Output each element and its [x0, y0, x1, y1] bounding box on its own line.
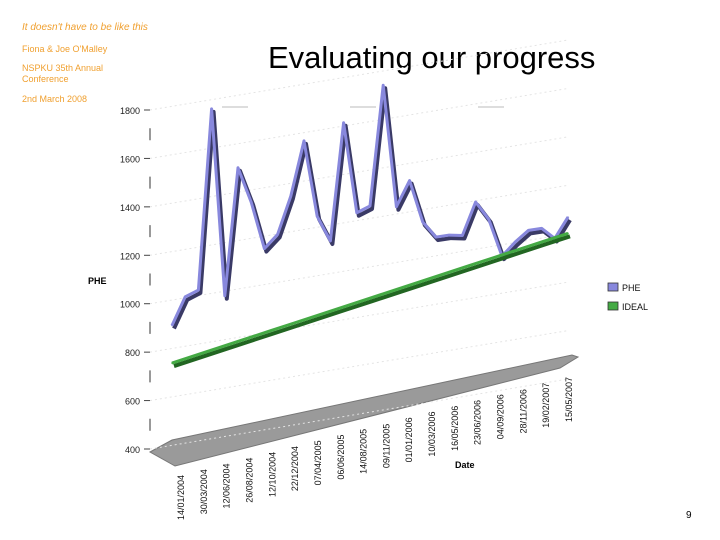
gridline [149, 378, 569, 450]
gridline [149, 233, 569, 305]
data-point-phe [461, 234, 464, 237]
data-point-phe [395, 205, 398, 208]
data-point-phe [448, 234, 451, 236]
data-point-phe [210, 108, 213, 110]
y-tick-label: 1200 [120, 251, 140, 261]
x-tick-label: 28/11/2006 [518, 389, 528, 433]
data-point-phe [369, 205, 371, 207]
data-point-ideal [468, 264, 470, 267]
data-point-ideal [369, 297, 371, 299]
legend-swatch-phe [607, 282, 619, 292]
series-line-shadow-ideal [173, 234, 571, 368]
data-point-ideal [418, 281, 421, 283]
data-point-phe [356, 211, 358, 214]
x-tick-label: 10/03/2006 [427, 412, 437, 457]
data-point-ideal [270, 329, 272, 332]
data-point-phe [197, 289, 200, 291]
y-tick-label: 400 [125, 445, 140, 455]
data-point-ideal [393, 289, 396, 291]
y-tick-label: 800 [125, 348, 140, 358]
data-point-ideal [542, 240, 545, 243]
x-tick-label: 01/01/2006 [404, 417, 414, 462]
data-point-phe [382, 84, 385, 87]
data-point-ideal [294, 321, 297, 324]
data-point-phe [224, 294, 226, 297]
conference-line2: Conference [22, 74, 69, 84]
slide-title: Evaluating our progress [268, 40, 596, 75]
data-point-ideal [171, 362, 173, 364]
data-point-phe [303, 140, 305, 142]
y-axis-label: PHE [88, 276, 107, 286]
data-point-phe [329, 240, 332, 242]
y-tick-label: 600 [125, 397, 140, 407]
gridline [149, 39, 569, 111]
x-tick-label: 19/02/2007 [541, 383, 551, 428]
x-tick-label: 09/11/2005 [381, 424, 391, 468]
legend-label-phe: PHE [622, 283, 641, 293]
data-point-phe [474, 201, 477, 203]
data-point-phe [342, 121, 345, 124]
x-tick-label: 26/08/2004 [244, 458, 254, 503]
x-axis-label: Date [455, 460, 475, 470]
x-tick-label: 15/05/2007 [564, 377, 574, 422]
legend-label-ideal: IDEAL [622, 302, 648, 312]
x-tick-label: 23/06/2006 [473, 400, 483, 445]
data-point-ideal [344, 305, 347, 308]
data-point-ideal [319, 313, 322, 316]
page-number: 9 [686, 510, 692, 521]
slide-tagline: It doesn't have to be like this [22, 22, 148, 33]
y-tick-label: 1400 [120, 203, 140, 213]
x-tick-label: 12/06/2004 [222, 463, 232, 508]
x-tick-label: 14/08/2005 [359, 429, 369, 474]
x-tick-label: 12/10/2004 [267, 452, 277, 497]
data-point-phe [171, 324, 173, 327]
x-tick-label: 16/05/2006 [450, 406, 460, 451]
x-tick-label: 07/04/2005 [313, 440, 323, 485]
x-tick-label: 30/03/2004 [199, 469, 209, 514]
data-point-phe [290, 195, 292, 197]
data-point-phe [488, 218, 490, 221]
presentation-date: 2nd March 2008 [22, 94, 88, 104]
gridline [149, 87, 569, 159]
gridline [149, 330, 569, 402]
data-point-phe [408, 179, 411, 182]
data-point-phe [237, 167, 239, 169]
data-point-ideal [492, 256, 495, 259]
y-tick-label: 1000 [120, 300, 140, 310]
chart-floor [148, 354, 580, 467]
x-tick-label: 06/06/2005 [336, 435, 346, 480]
legend-swatch-ideal [607, 301, 619, 311]
data-point-ideal [443, 273, 446, 275]
x-tick-label: 22/12/2004 [290, 446, 300, 491]
data-point-phe [567, 216, 569, 218]
data-point-phe [250, 201, 252, 203]
data-point-phe [276, 233, 279, 236]
data-point-phe [514, 241, 516, 243]
data-point-ideal [220, 346, 223, 348]
data-point-phe [422, 221, 424, 223]
conference-line1: NSPKU 35th Annual [22, 63, 104, 73]
data-point-phe [527, 229, 530, 232]
data-point-ideal [517, 248, 520, 251]
y-tick-label: 1600 [120, 154, 140, 164]
data-point-phe [184, 296, 186, 298]
y-tick-label: 1800 [120, 106, 140, 116]
data-point-ideal [245, 337, 248, 340]
gridline [149, 184, 569, 256]
data-point-phe [263, 247, 266, 250]
data-point-phe [316, 215, 319, 218]
data-point-phe [435, 236, 437, 238]
data-point-ideal [567, 232, 569, 235]
authors-text: Fiona & Joe O'Malley [22, 44, 108, 54]
data-point-phe [540, 227, 543, 230]
data-point-ideal [195, 354, 198, 356]
x-tick-label: 14/01/2004 [176, 475, 186, 520]
gridline [149, 281, 569, 353]
x-tick-label: 04/09/2006 [496, 394, 506, 439]
